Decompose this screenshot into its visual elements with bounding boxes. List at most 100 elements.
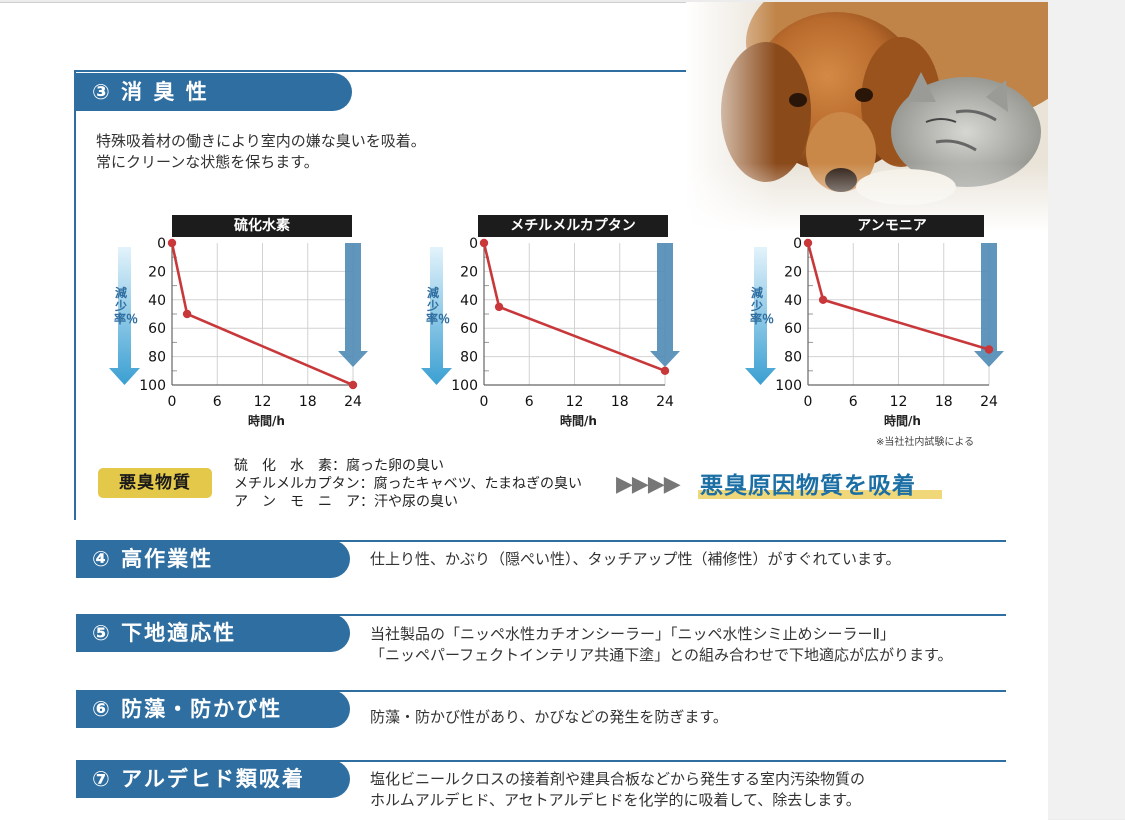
chart-xlabel: 時間/h (248, 413, 285, 428)
section-5-rule (76, 614, 1006, 616)
odor-row-name: メチルメルカプタン (234, 476, 360, 492)
section-7-text: 塩化ビニールクロスの接着剤や建具合板などから発生する室内汚染物質の ホルムアルデ… (370, 769, 865, 811)
chart-xtick-label: 18 (935, 394, 953, 410)
chart-xtick-label: 0 (168, 394, 177, 410)
section-3-desc-line: 特殊吸着材の働きにより室内の嫌な臭いを吸着。 (96, 132, 426, 150)
chart-2: メチルメルカプタン 0 20 40 60 80 100 0 6 12 18 24 時間/h 減少率％ (408, 215, 688, 430)
chart-ylabel: 減少率％ (114, 286, 139, 326)
chart-xlabel: 時間/h (884, 413, 921, 428)
chart-data-point (494, 302, 504, 312)
chart-xtick-label: 24 (656, 394, 674, 410)
section-5-header: ⑤ 下地適応性 (76, 614, 350, 652)
section-4-text-line: 仕上り性、かぶり（隠ぺい性）、タッチアップ性（補修性）がすぐれています。 (370, 550, 901, 568)
chart-xtick-label: 12 (254, 394, 272, 410)
chart-ytick-label: 0 (469, 236, 478, 252)
chart-data-point (479, 238, 489, 248)
chart-ylabel: 減少率％ (750, 286, 775, 326)
section-6-title: ⑥ 防藻・防かび性 (92, 697, 283, 721)
chart-title: アンモニア (800, 215, 984, 237)
dog-and-cat-photo (686, 2, 1048, 232)
chart-xtick-label: 12 (890, 394, 908, 410)
headline-highlight (698, 490, 942, 499)
chart-xtick-label: 12 (566, 394, 584, 410)
chart-ytick-label: 60 (148, 321, 166, 337)
section-6-text: 防藻・防かび性があり、かびなどの発生を防ぎます。 (370, 707, 728, 728)
decrease-arrow-icon (745, 247, 776, 385)
section-7-header: ⑦ アルデヒド類吸着 (76, 760, 350, 798)
chart-xtick-label: 6 (849, 394, 858, 410)
chart-xtick-label: 24 (980, 394, 998, 410)
section-3-header: ③ 消 臭 性 (76, 73, 352, 111)
chart-ytick-label: 80 (460, 350, 478, 366)
chart-ytick-label: 60 (784, 321, 802, 337)
chart-ytick-label: 80 (784, 350, 802, 366)
chart-ytick-label: 80 (148, 350, 166, 366)
page-gutter (1048, 0, 1125, 819)
odor-substance-badge: 悪臭物質 (98, 468, 212, 498)
chart-ytick-label: 100 (451, 378, 478, 394)
chart-xtick-label: 18 (611, 394, 629, 410)
chart-ytick-label: 20 (784, 264, 802, 280)
section-4-header: ④ 高作業性 (76, 540, 350, 578)
chart-xtick-label: 24 (344, 394, 362, 410)
reduction-arrow-icon (650, 243, 680, 367)
chart-ytick-label: 20 (460, 264, 478, 280)
section-3-title: ③ 消 臭 性 (92, 80, 209, 104)
odor-row-name: ア ン モ ニ ア (234, 494, 360, 510)
section-5-text-line: 「ニッペパーフェクトインテリア共通下塗」との組み合わせで下地適応が広がります。 (370, 646, 953, 664)
section-6-header: ⑥ 防藻・防かび性 (76, 690, 350, 728)
chart-xtick-label: 6 (525, 394, 534, 410)
odor-headline: 悪臭原因物質を吸着 (700, 473, 916, 499)
chart-xtick-label: 18 (299, 394, 317, 410)
chart-1: 硫化水素 0 20 40 60 80 100 0 6 12 18 24 時間/h 減少率％ (96, 215, 376, 430)
chart-ytick-label: 0 (157, 236, 166, 252)
odor-row-desc: ：汗や尿の臭い (360, 494, 458, 510)
odor-row: 硫 化 水 素：腐った卵の臭い (234, 458, 444, 475)
chart-xlabel: 時間/h (560, 413, 597, 428)
chart-data-point (182, 309, 192, 319)
chart-title: メチルメルカプタン (478, 215, 668, 237)
reduction-arrow-icon (338, 243, 368, 367)
chart-xtick-label: 0 (804, 394, 813, 410)
chart-xtick-label: 6 (213, 394, 222, 410)
chart-title: 硫化水素 (172, 215, 352, 237)
chart-ytick-label: 40 (148, 293, 166, 309)
odor-row-desc: ：腐ったキャベツ、たまねぎの臭い (359, 476, 583, 492)
section-5-text: 当社製品の「ニッペ水性カチオンシーラー」「ニッペ水性シミ止めシーラーⅡ」 「ニッ… (370, 624, 952, 666)
chart-ytick-label: 60 (460, 321, 478, 337)
section-6-rule (76, 690, 1006, 692)
chart-data-point (803, 238, 813, 248)
chart-footnote: ※当社社内試験による (876, 437, 975, 448)
chart-ytick-label: 100 (775, 378, 802, 394)
chart-ytick-label: 0 (793, 236, 802, 252)
chart-data-point (818, 295, 828, 304)
decrease-arrow-icon (421, 247, 452, 385)
odor-row-name: 硫 化 水 素 (234, 458, 332, 474)
section-3-top-rule (74, 70, 686, 72)
chart-data-point (167, 238, 177, 248)
section-4-title: ④ 高作業性 (92, 547, 214, 571)
chart-ytick-label: 40 (784, 293, 802, 309)
arrow-chevrons-icon: ▶▶▶▶ (616, 472, 681, 497)
chart-data-point (660, 366, 670, 375)
section-7-text-line: 塩化ビニールクロスの接着剤や建具合板などから発生する室内汚染物質の (370, 770, 866, 788)
chart-ytick-label: 100 (139, 378, 166, 394)
section-7-text-line: ホルムアルデヒド、アセトアルデヒドを化学的に吸着して、除去します。 (370, 791, 861, 809)
section-4-text: 仕上り性、かぶり（隠ぺい性）、タッチアップ性（補修性）がすぐれています。 (370, 549, 901, 570)
chart-data-point (984, 345, 994, 354)
section-7-title: ⑦ アルデヒド類吸着 (92, 767, 305, 791)
chart-data-point (348, 380, 358, 390)
chart-xtick-label: 0 (480, 394, 489, 410)
section-3-desc-line: 常にクリーンな状態を保ちます。 (96, 153, 319, 171)
odor-row-desc: ：腐った卵の臭い (332, 458, 444, 474)
chart-ytick-label: 20 (148, 264, 166, 280)
decrease-arrow-icon (109, 247, 140, 385)
section-7-rule (76, 760, 1006, 762)
section-3-left-rule (74, 70, 76, 520)
odor-row: メチルメルカプタン：腐ったキャベツ、たまねぎの臭い (234, 476, 582, 493)
chart-ylabel: 減少率％ (426, 286, 451, 326)
section-3-description: 特殊吸着材の働きにより室内の嫌な臭いを吸着。 常にクリーンな状態を保ちます。 (96, 131, 426, 173)
